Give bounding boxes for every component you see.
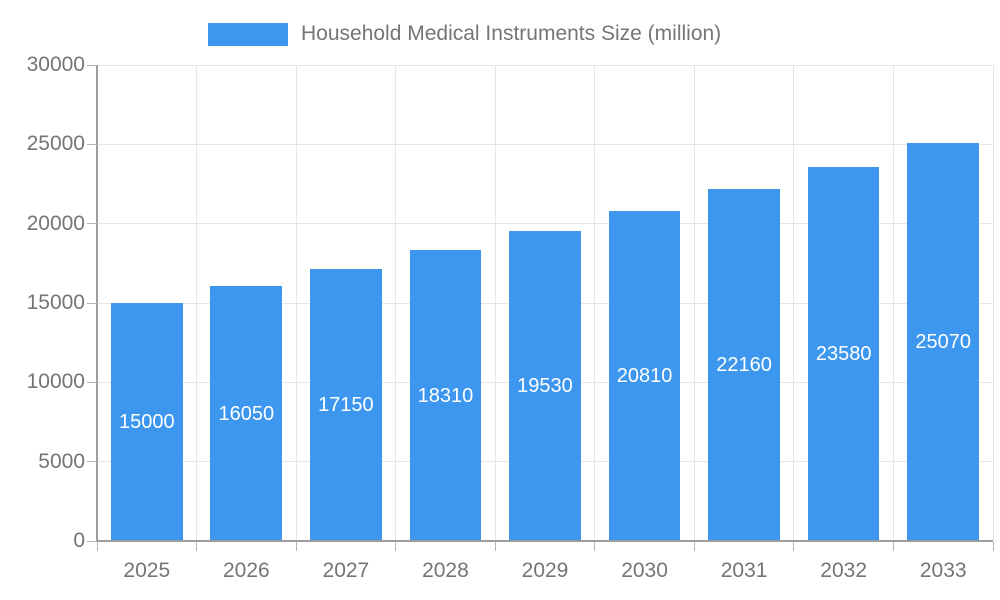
x-gridline bbox=[295, 65, 297, 541]
x-axis-line bbox=[96, 540, 993, 542]
x-gridline bbox=[594, 65, 596, 541]
x-tick-label: 2033 bbox=[919, 559, 967, 582]
x-tick-mark bbox=[494, 542, 496, 551]
x-tick-mark bbox=[793, 542, 795, 551]
y-gridline bbox=[97, 64, 993, 66]
y-tick-label: 30000 bbox=[26, 53, 85, 76]
x-tick-label: 2027 bbox=[322, 559, 370, 582]
x-tick-mark bbox=[892, 542, 894, 551]
x-gridline bbox=[693, 65, 695, 541]
x-tick-label: 2029 bbox=[521, 559, 569, 582]
x-gridline bbox=[196, 65, 198, 541]
x-gridline bbox=[494, 65, 496, 541]
legend-label: Household Medical Instruments Size (mill… bbox=[301, 22, 722, 45]
x-tick-label: 2030 bbox=[621, 559, 668, 582]
x-gridline bbox=[892, 65, 894, 541]
bar-value-label: 18310 bbox=[417, 384, 474, 407]
y-tick-mark bbox=[87, 64, 97, 66]
bar-value-label: 25070 bbox=[915, 331, 972, 354]
x-tick-mark bbox=[96, 542, 98, 551]
x-tick-mark bbox=[196, 542, 198, 551]
y-tick-mark bbox=[87, 223, 97, 225]
bar[interactable] bbox=[608, 210, 681, 541]
y-tick-mark bbox=[87, 381, 97, 383]
bar[interactable] bbox=[409, 250, 482, 541]
bar[interactable] bbox=[708, 189, 780, 541]
x-gridline bbox=[793, 65, 795, 541]
y-gridline bbox=[97, 223, 993, 225]
bar[interactable] bbox=[110, 303, 183, 541]
plot-area: 15000 16050 17150 18310 19530 20810 22160 23580… bbox=[97, 64, 994, 541]
bar[interactable] bbox=[210, 286, 283, 541]
x-tick-label: 2032 bbox=[820, 559, 868, 582]
x-tick-mark bbox=[693, 542, 695, 551]
y-tick-mark bbox=[87, 302, 97, 304]
y-tick-label: 15000 bbox=[26, 291, 85, 314]
y-tick-label: 20000 bbox=[26, 211, 85, 235]
legend-swatch bbox=[208, 22, 288, 46]
x-gridline bbox=[992, 65, 994, 541]
legend: Household Medical Instruments Size (mill… bbox=[208, 22, 721, 46]
bar[interactable] bbox=[807, 166, 880, 541]
y-tick-mark bbox=[87, 461, 97, 463]
x-tick-label: 2028 bbox=[422, 559, 469, 582]
y-tick-mark bbox=[87, 143, 97, 145]
bar[interactable] bbox=[310, 268, 382, 541]
bar-value-label: 23580 bbox=[815, 342, 872, 365]
y-tick-label: 0 bbox=[73, 529, 85, 552]
bar-value-label: 19530 bbox=[517, 375, 573, 398]
bar[interactable] bbox=[509, 231, 581, 541]
y-axis-line bbox=[96, 65, 98, 541]
x-tick-label: 2025 bbox=[123, 559, 171, 582]
bar-value-label: 17150 bbox=[318, 393, 374, 416]
x-tick-label: 2026 bbox=[222, 559, 270, 582]
y-tick-mark bbox=[87, 540, 97, 542]
bar-value-label: 15000 bbox=[118, 411, 175, 433]
x-tick-mark bbox=[992, 542, 994, 551]
x-gridline bbox=[395, 65, 397, 541]
x-tick-mark bbox=[594, 542, 596, 551]
x-tick-mark bbox=[295, 542, 297, 551]
y-gridline bbox=[97, 143, 993, 145]
bar-value-label: 16050 bbox=[218, 402, 275, 425]
y-tick-label: 5000 bbox=[38, 449, 85, 473]
x-tick-label: 2031 bbox=[720, 559, 768, 582]
y-tick-label: 25000 bbox=[26, 132, 85, 156]
x-tick-mark bbox=[395, 542, 397, 551]
bar-value-label: 22160 bbox=[716, 354, 772, 377]
bar-value-label: 20810 bbox=[616, 364, 673, 387]
bar[interactable] bbox=[907, 143, 980, 541]
y-tick-label: 10000 bbox=[26, 370, 85, 394]
